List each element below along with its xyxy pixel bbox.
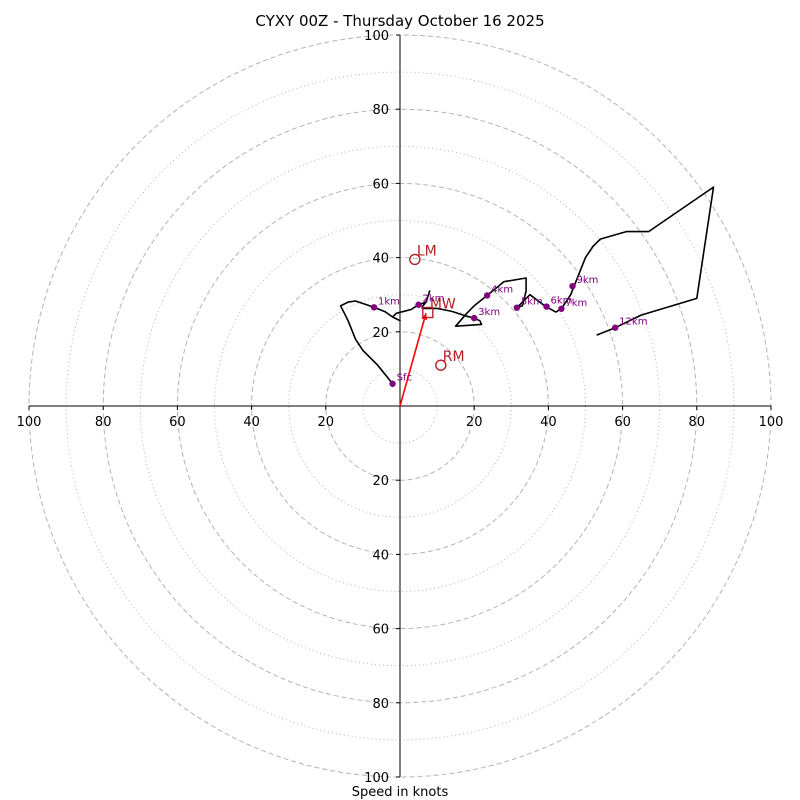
mean-wind-arrowhead xyxy=(421,313,428,321)
height-3km-marker xyxy=(471,314,478,322)
height-1km-marker xyxy=(370,304,378,311)
y-tick-label: 80 xyxy=(372,103,389,118)
height-6km-label: 6km xyxy=(551,296,573,307)
height-5km-label: 5km xyxy=(521,297,543,308)
storm-motion-lm-label: LM xyxy=(417,243,437,259)
storm-motion-mw-marker xyxy=(422,306,434,319)
x-tick-label: 60 xyxy=(614,415,631,430)
x-tick-label: 40 xyxy=(243,415,260,430)
storm-motion-rm-label: RM xyxy=(443,349,465,365)
storm-motion-rm-marker xyxy=(435,359,447,371)
height-5km-marker xyxy=(513,304,521,311)
y-tick-label: 60 xyxy=(372,623,389,638)
x-tick-label: 20 xyxy=(466,415,483,430)
x-tick-label: 100 xyxy=(17,415,42,430)
height-9km-label: 9km xyxy=(577,275,599,286)
height-7km-label: 7km xyxy=(565,298,587,309)
y-tick-label: 20 xyxy=(372,474,389,489)
storm-motion-group: LM RM MW xyxy=(399,243,465,407)
height-1km-label: 1km xyxy=(378,296,400,307)
height-12km-label: 12km xyxy=(619,317,647,328)
y-tick-label: 60 xyxy=(372,177,389,192)
x-tick-label: 80 xyxy=(689,415,706,430)
hodograph-trace-group xyxy=(339,186,715,385)
y-tick-label: 100 xyxy=(364,29,389,44)
storm-motion-mw-label: MW xyxy=(430,297,456,313)
height-4km-marker xyxy=(483,292,491,299)
x-tick-label: 20 xyxy=(318,415,335,430)
height-7km-marker xyxy=(558,305,565,312)
height-3km-label: 3km xyxy=(478,307,500,318)
storm-motion-lm-marker xyxy=(409,253,421,266)
x-tick-label: 100 xyxy=(759,415,784,430)
height-sfc-label: Sfc xyxy=(397,373,412,384)
height-12km-marker xyxy=(611,324,619,331)
height-4km-label: 4km xyxy=(491,284,513,295)
y-tick-label: 40 xyxy=(372,252,389,267)
y-tick-label: 80 xyxy=(372,697,389,712)
tick-labels: 100 100 80 80 60 60 40 40 20 20 20 20 40 40 60 60 80 80 10… xyxy=(17,29,784,786)
height-9km-marker xyxy=(569,282,576,290)
y-tick-label: 100 xyxy=(364,771,389,786)
y-tick-label: 20 xyxy=(372,326,389,341)
height-2km-label: 2km xyxy=(423,294,445,305)
x-axis-label: Speed in knots xyxy=(352,785,449,800)
hodograph-trace xyxy=(339,186,715,385)
height-6km-marker xyxy=(543,303,550,310)
height-sfc-marker xyxy=(389,380,396,387)
x-tick-label: 60 xyxy=(169,415,186,430)
height-2km-marker xyxy=(415,301,422,308)
mean-wind-vector xyxy=(399,313,427,407)
x-tick-label: 40 xyxy=(540,415,557,430)
y-tick-label: 40 xyxy=(372,548,389,563)
x-tick-label: 80 xyxy=(95,415,112,430)
chart-title: CYXY 00Z - Thursday October 16 2025 xyxy=(255,12,544,30)
